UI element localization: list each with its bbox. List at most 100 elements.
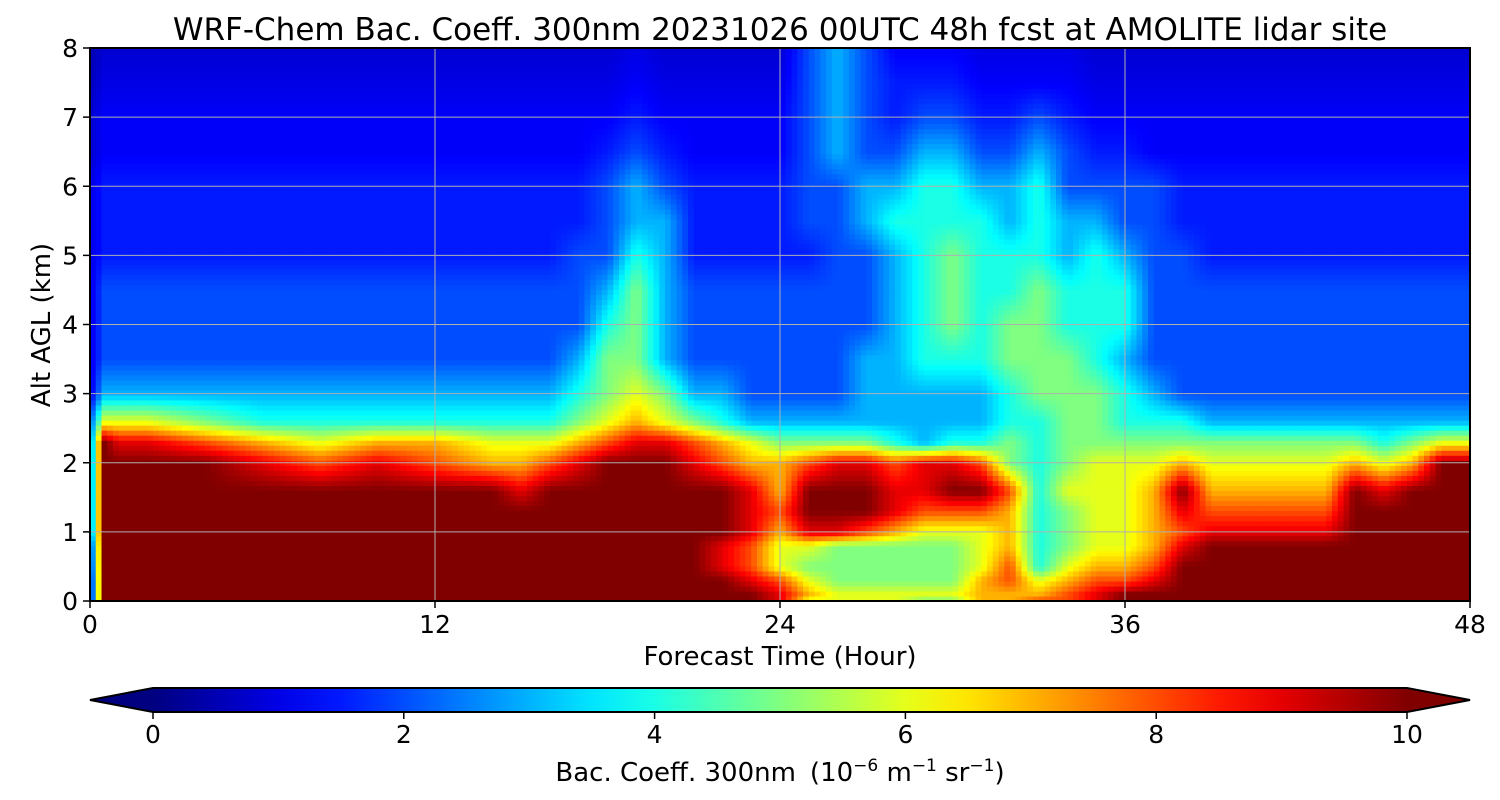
heatmap-cell: [1366, 565, 1373, 572]
heatmap-cell: [1383, 560, 1391, 567]
heatmap-cell: [331, 595, 338, 601]
heatmap-cell: [739, 595, 747, 601]
heatmap-cell: [1291, 510, 1299, 517]
heatmap-cell: [1355, 500, 1362, 507]
heatmap-cell: [360, 565, 367, 572]
heatmap-cell: [1332, 570, 1339, 577]
heatmap-cell: [216, 505, 223, 512]
heatmap-cell: [889, 540, 896, 547]
heatmap-cell: [906, 580, 913, 587]
heatmap-cell: [325, 555, 333, 562]
heatmap-cell: [1044, 495, 1051, 502]
heatmap-cell: [676, 590, 683, 597]
heatmap-cell: [297, 590, 304, 597]
heatmap-cell: [435, 505, 442, 512]
heatmap-cell: [705, 500, 712, 507]
heatmap-cell: [532, 580, 540, 587]
heatmap-cell: [1378, 590, 1385, 597]
heatmap-cell: [1188, 565, 1195, 572]
heatmap-cell: [573, 590, 580, 597]
heatmap-cell: [1429, 565, 1437, 572]
heatmap-cell: [889, 565, 896, 572]
heatmap-cell: [757, 585, 764, 592]
heatmap-cell: [1015, 580, 1023, 587]
heatmap-cell: [1021, 585, 1028, 592]
heatmap-cell: [676, 525, 683, 532]
heatmap-cell: [1044, 515, 1051, 522]
heatmap-cell: [1148, 525, 1155, 532]
heatmap-cell: [1366, 500, 1373, 507]
heatmap-cell: [532, 565, 540, 572]
heatmap-cell: [682, 575, 689, 582]
heatmap-cell: [205, 555, 212, 562]
heatmap-cell: [325, 515, 333, 522]
heatmap-cell: [486, 575, 494, 582]
heatmap-cell: [596, 525, 603, 532]
heatmap-cell: [532, 520, 540, 527]
heatmap-cell: [463, 560, 471, 567]
heatmap-cell: [688, 560, 695, 567]
heatmap-cell: [113, 505, 120, 512]
heatmap-cell: [1205, 575, 1212, 582]
heatmap-cell: [1222, 585, 1230, 592]
heatmap-cell: [1343, 580, 1350, 587]
heatmap-cell: [1125, 545, 1132, 552]
heatmap-cell: [1073, 500, 1080, 507]
heatmap-cell: [814, 495, 821, 502]
heatmap-cell: [636, 550, 643, 557]
heatmap-cell: [946, 575, 954, 582]
heatmap-cell: [210, 520, 218, 527]
heatmap-cell: [1418, 585, 1425, 592]
heatmap-cell: [509, 515, 517, 522]
heatmap-cell: [469, 590, 476, 597]
heatmap-cell: [1309, 575, 1316, 582]
heatmap-cell: [1176, 530, 1184, 537]
heatmap-cell: [722, 565, 729, 572]
heatmap-cell: [302, 540, 310, 547]
heatmap-cell: [739, 515, 747, 522]
heatmap-cell: [1199, 520, 1207, 527]
heatmap-cell: [124, 570, 131, 577]
heatmap-cell: [711, 585, 718, 592]
heatmap-cell: [895, 495, 902, 502]
heatmap-cell: [515, 540, 522, 547]
heatmap-cell: [1004, 520, 1011, 527]
heatmap-cell: [469, 540, 476, 547]
heatmap-cell: [383, 505, 390, 512]
heatmap-cell: [1119, 590, 1126, 597]
heatmap-cell: [1383, 540, 1391, 547]
heatmap-cell: [383, 545, 390, 552]
heatmap-cell: [205, 540, 212, 547]
heatmap-cell: [205, 550, 212, 557]
heatmap-cell: [716, 540, 724, 547]
heatmap-cell: [1015, 550, 1023, 557]
heatmap-cell: [210, 595, 218, 601]
heatmap-cell: [768, 495, 775, 502]
heatmap-cell: [1194, 570, 1201, 577]
heatmap-cell: [389, 570, 396, 577]
heatmap-cell: [1245, 535, 1253, 542]
heatmap-cell: [946, 580, 954, 587]
heatmap-cell: [343, 565, 350, 572]
heatmap-cell: [952, 520, 959, 527]
heatmap-cell: [900, 560, 908, 567]
heatmap-cell: [268, 570, 275, 577]
heatmap-cell: [515, 570, 522, 577]
heatmap-cell: [1130, 505, 1138, 512]
heatmap-cell: [722, 540, 729, 547]
heatmap-cell: [923, 580, 931, 587]
heatmap-cell: [849, 560, 856, 567]
heatmap-cell: [412, 500, 419, 507]
heatmap-cell: [849, 580, 856, 587]
heatmap-cell: [389, 565, 396, 572]
heatmap-cell: [262, 505, 269, 512]
heatmap-cell: [435, 520, 442, 527]
heatmap-cell: [1464, 500, 1470, 507]
heatmap-cell: [164, 570, 172, 577]
heatmap-cell: [820, 540, 827, 547]
heatmap-cell: [1240, 520, 1247, 527]
heatmap-cell: [1222, 515, 1230, 522]
heatmap-cell: [182, 520, 189, 527]
heatmap-cell: [1257, 505, 1264, 512]
heatmap-cell: [1412, 545, 1419, 552]
